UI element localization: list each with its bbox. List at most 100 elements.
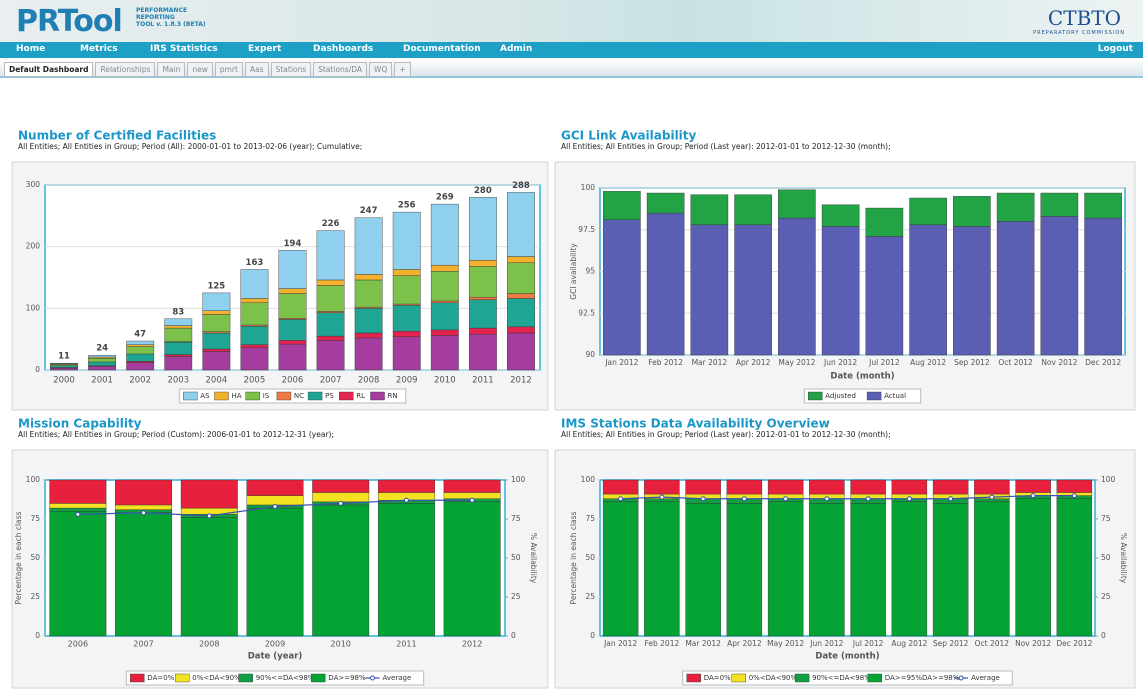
bar-segment	[240, 326, 269, 345]
bar-segment	[953, 196, 991, 227]
nav-item[interactable]: Home	[16, 44, 46, 54]
y-tick-label: 0	[35, 365, 40, 374]
x-tick-label: Apr 2012	[727, 639, 762, 648]
bar-segment	[246, 495, 304, 506]
bar-segment	[809, 479, 845, 495]
x-tick-label: Dec 2012	[1056, 639, 1092, 648]
nav-item[interactable]: IRS Statistics	[150, 44, 218, 54]
legend-label: 0%<DA<90%	[749, 674, 798, 682]
bar-segment	[377, 503, 435, 637]
x-tick-label: 2011	[396, 640, 416, 649]
legend-swatch	[175, 673, 190, 683]
tab-bar: Default Dashboard Relationships Main new…	[0, 60, 1143, 78]
line-point	[141, 510, 147, 516]
nav-item[interactable]: Admin	[500, 44, 533, 54]
chart-subtitle: All Entities; All Entities in Group; Per…	[18, 430, 334, 439]
x-tick-label: Mar 2012	[692, 358, 728, 367]
x-tick-label: Jan 2012	[603, 639, 637, 648]
bar-segment	[202, 332, 231, 350]
bar-segment	[312, 492, 370, 503]
tab[interactable]: Stations	[270, 62, 312, 77]
legend-label: DA>=95%DA>=98%	[885, 674, 960, 682]
bar-segment	[644, 479, 680, 495]
y2-axis-title: % Availability	[1119, 533, 1128, 584]
x-axis-title: Date (month)	[815, 652, 879, 662]
bar-segment	[430, 335, 459, 371]
nav-item[interactable]: Dashboards	[313, 44, 374, 54]
x-tick-label: Nov 2012	[1015, 639, 1051, 648]
logo[interactable]: PRTool	[16, 4, 123, 39]
legend-label: RN	[388, 392, 398, 400]
y2-tick-label: 100	[511, 475, 526, 484]
bar-segment	[316, 279, 345, 286]
bar-segment	[932, 479, 969, 495]
x-tick-label: 2001	[91, 376, 113, 386]
line-point	[403, 497, 409, 503]
bar-segment	[316, 312, 345, 337]
y-tick-label: 100	[26, 303, 41, 312]
bar-segment	[430, 300, 459, 303]
bar-segment	[1015, 498, 1051, 637]
bar-segment	[354, 308, 383, 334]
legend-box	[125, 670, 425, 686]
tab[interactable]: pmrt	[214, 62, 243, 77]
x-tick-label: Apr 2012	[736, 358, 771, 367]
bar-segment	[468, 297, 497, 300]
chart-subtitle: All Entities; All Entities in Group; Per…	[561, 430, 891, 439]
legend-label: 0%<DA<90%	[192, 674, 241, 682]
legend-label: DA=0%	[147, 674, 174, 682]
bar-segment	[392, 330, 421, 337]
y-tick-label: 92.5	[578, 308, 595, 317]
bar-segment	[316, 340, 345, 371]
line-point	[272, 504, 278, 510]
tab[interactable]: Stations/DA	[313, 62, 368, 77]
bar-segment	[1084, 192, 1122, 219]
tab[interactable]: WQ	[369, 62, 393, 77]
y-tick-label: 100	[581, 183, 596, 192]
bar-segment	[354, 332, 383, 339]
bar-segment	[312, 479, 370, 493]
bar-segment	[726, 503, 763, 637]
line-point	[824, 496, 830, 502]
tab[interactable]: Aas	[244, 62, 269, 77]
tab[interactable]: Default Dashboard	[4, 62, 94, 77]
bar-segment	[392, 275, 421, 305]
nav-item[interactable]: Metrics	[80, 44, 118, 54]
bar-segment	[392, 211, 421, 270]
bar-segment	[430, 329, 459, 336]
bar-segment	[202, 351, 231, 371]
y-tick-label: 0	[35, 631, 40, 640]
logout[interactable]: Logout	[1097, 44, 1133, 54]
bar-segment	[507, 192, 535, 257]
bar-segment	[126, 340, 155, 345]
line-point	[865, 496, 871, 502]
bar-segment	[164, 327, 193, 342]
tab[interactable]: +	[394, 62, 411, 77]
y-tick-label: 75	[30, 514, 40, 523]
legend-swatch	[307, 391, 323, 401]
nav-item[interactable]: Expert	[248, 44, 282, 54]
y2-tick-label: 25	[511, 592, 521, 601]
line-point	[989, 494, 995, 500]
legend-label: DA>=98%	[328, 674, 366, 682]
bar-segment	[316, 285, 345, 312]
bar-segment	[734, 194, 772, 225]
total-label: 288	[512, 181, 530, 191]
y2-tick-label: 50	[511, 553, 521, 562]
tab[interactable]: new	[187, 62, 213, 77]
bar-segment	[953, 226, 991, 356]
x-tick-label: Oct 2012	[998, 358, 1033, 367]
nav-item[interactable]: Documentation	[403, 44, 481, 54]
bar-segment	[278, 319, 307, 341]
bar-segment	[126, 353, 155, 362]
bar-segment	[1015, 479, 1051, 493]
bar-segment	[468, 327, 497, 335]
y2-tick-label: 75	[511, 514, 521, 523]
tab[interactable]: Relationships	[95, 62, 156, 77]
line-point	[948, 496, 954, 502]
tab[interactable]: Main	[157, 62, 186, 77]
legend-label: Average	[971, 674, 1000, 682]
bar-segment	[88, 358, 117, 363]
bar-segment	[164, 325, 193, 329]
total-label: 47	[134, 330, 146, 340]
